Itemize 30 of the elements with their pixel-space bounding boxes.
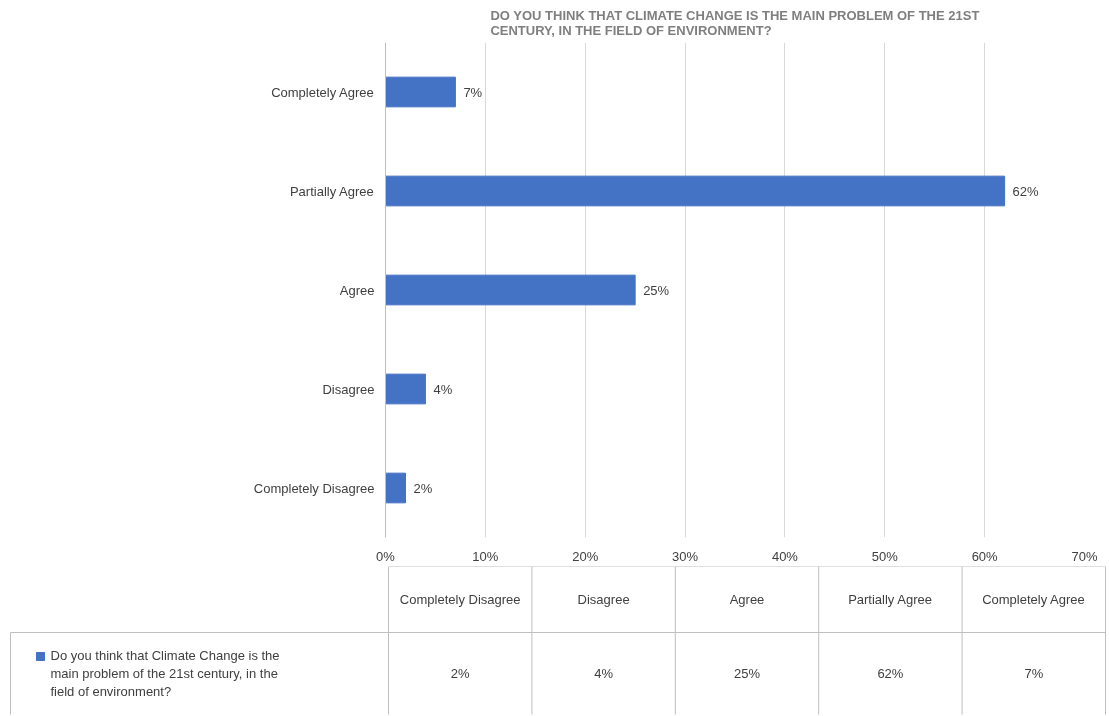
data-label: 2% [413,480,433,496]
y-tick-label: Disagree [322,381,375,397]
text: 2% [450,666,470,681]
x-tick-label: 50% [871,548,899,564]
text: 62% [877,666,904,681]
x-tick-label: 30% [672,548,699,564]
text: 25% [733,666,761,681]
data-label: 62% [1012,183,1040,199]
x-tick-label: 60% [971,548,999,564]
data-label: 4% [433,381,453,397]
y-tick-label: Agree [339,282,375,298]
x-tick-label: 20% [572,548,599,564]
category-label: Partially Agree [848,592,932,607]
category-label: Completely Disagree [399,592,521,607]
data-label: 7% [463,84,483,100]
x-tick-label: 70% [1071,548,1098,564]
category-label: Completely Agree [982,592,1085,607]
category-label: Disagree [577,592,630,607]
y-tick-label: Completely Disagree [253,480,375,496]
x-tick-label: 0% [376,548,396,564]
y-tick-label: Partially Agree [289,183,374,199]
text: 4% [594,666,613,681]
x-tick-label: 10% [472,548,499,564]
text: 7% [1024,666,1044,681]
chart-title: DO YOU THINK THAT CLIMATE CHANGE IS THE MAIN PROBLEM OF THE 21ST CENTURY, IN THE FIELD OF ENVIRONMENT? [490,7,980,38]
data-label: 25% [643,282,670,298]
category-label: Agree [729,592,765,607]
legend-label: Do you think that Climate Change is the main problem of the 21st century, in the field of environment? [50,648,280,699]
y-tick-label: Completely Agree [271,84,374,100]
x-tick-label: 40% [771,548,799,564]
